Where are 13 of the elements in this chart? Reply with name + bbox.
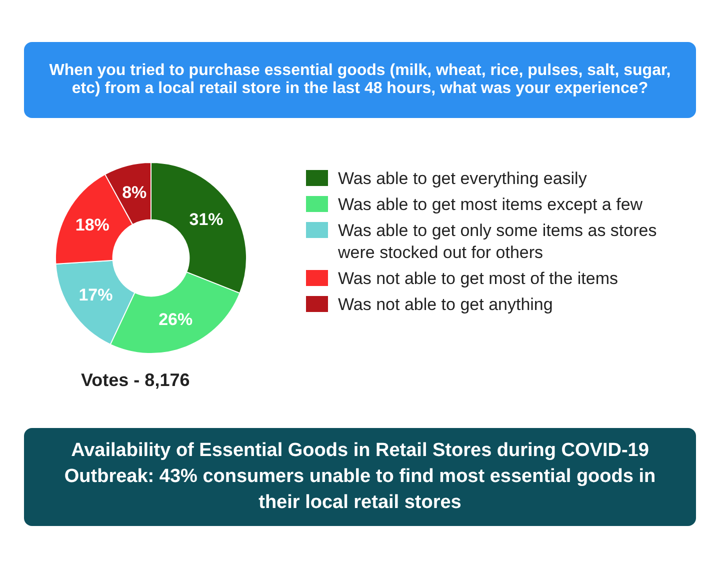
legend-label: Was able to get only some items as stores were stocked out for others bbox=[338, 220, 658, 264]
data-label: 26% bbox=[158, 310, 193, 329]
text: Availability of Essential Goods in Retail Stores during COVID-19 Outbreak: 43% consumers unable to find most essential goods in their local retail stores bbox=[24, 428, 696, 526]
data-label: 18% bbox=[75, 215, 110, 234]
data-label: 31% bbox=[189, 210, 224, 230]
legend-label: Was not able to get most of the items bbox=[338, 268, 618, 290]
legend-label: Was not able to get anything bbox=[338, 294, 553, 316]
legend-label: Was able to get most items except a few bbox=[338, 194, 643, 216]
chart-title: When you tried to purchase essential goods (milk, wheat, rice, pulses, salt, sugar, etc) from a local retail store in the last 48 hours, what was your experience? bbox=[24, 42, 696, 118]
data-label: 17% bbox=[78, 285, 113, 304]
legend-label: Was able to get everything easily bbox=[338, 168, 587, 190]
data-label: 8% bbox=[122, 182, 147, 202]
text: Votes - 8,176 bbox=[81, 370, 190, 391]
